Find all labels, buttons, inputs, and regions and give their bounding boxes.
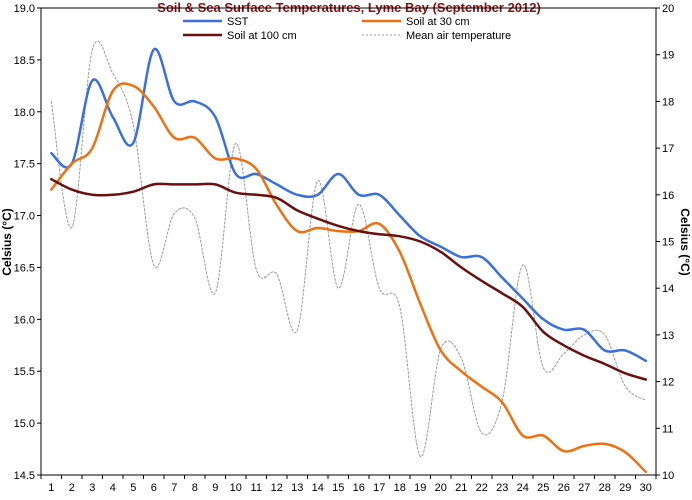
left-tick-label: 17.5 xyxy=(14,159,35,171)
left-tick-label: 16.5 xyxy=(14,262,35,274)
x-tick-label: 23 xyxy=(496,482,508,494)
right-tick-label: 12 xyxy=(662,377,674,389)
x-tick-label: 22 xyxy=(476,482,488,494)
right-axis: 10 11 12 13 14 15 16 17 18 19 20 xyxy=(656,3,674,482)
x-tick-label: 10 xyxy=(230,482,242,494)
x-tick-label: 19 xyxy=(414,482,426,494)
right-tick-label: 18 xyxy=(662,96,674,108)
x-tick-label: 17 xyxy=(373,482,385,494)
legend-label-soil-30: Soil at 30 cm xyxy=(406,16,470,28)
x-tick-label: 12 xyxy=(271,482,283,494)
legend-label-soil-100: Soil at 100 cm xyxy=(227,30,297,42)
x-tick-label: 20 xyxy=(435,482,447,494)
left-tick-label: 18.0 xyxy=(14,107,35,119)
right-tick-label: 14 xyxy=(662,283,674,295)
x-tick-label: 13 xyxy=(291,482,303,494)
left-tick-label: 17.0 xyxy=(14,211,35,223)
x-tick-label: 28 xyxy=(599,482,611,494)
x-tick-label: 21 xyxy=(455,482,467,494)
legend-label-sst: SST xyxy=(227,16,249,28)
right-tick-label: 11 xyxy=(662,423,673,435)
series-line-air xyxy=(50,40,647,457)
series-line-sst xyxy=(50,47,648,363)
x-tick-label: 16 xyxy=(353,482,365,494)
x-tick-label: 4 xyxy=(110,482,116,494)
x-tick-label: 14 xyxy=(312,482,324,494)
right-tick-label: 17 xyxy=(662,143,674,155)
x-tick-label: 27 xyxy=(578,482,590,494)
left-tick-label: 15.5 xyxy=(14,366,35,378)
left-axis: 14.5 15.0 15.5 16.0 16.5 17.0 17.5 18.0 18.5 19.0 xyxy=(14,3,41,482)
y-axis-title-left: Celsius (°C) xyxy=(0,208,14,275)
series-line-soil-100 xyxy=(50,177,648,381)
left-tick-label: 18.5 xyxy=(14,55,35,67)
x-tick-label: 26 xyxy=(558,482,570,494)
x-axis: 1 2 3 4 5 6 7 8 9 10 11 12 13 14 15 16 17 18 19 20 21 22 23 24 2… xyxy=(40,475,657,494)
plot-area xyxy=(40,7,657,476)
x-tick-label: 5 xyxy=(130,482,136,494)
right-tick-label: 10 xyxy=(662,470,674,482)
left-tick-label: 16.0 xyxy=(14,314,35,326)
x-tick-label: 6 xyxy=(151,482,157,494)
x-tick-label: 29 xyxy=(619,482,631,494)
legend: SST Soil at 30 cm Soil at 100 cm Mean ai… xyxy=(183,16,511,42)
x-tick-label: 9 xyxy=(212,482,218,494)
right-tick-label: 20 xyxy=(662,3,674,15)
left-tick-label: 19.0 xyxy=(14,3,35,15)
series-layer xyxy=(50,40,648,474)
legend-label-air: Mean air temperature xyxy=(406,30,511,42)
right-tick-label: 15 xyxy=(662,237,674,249)
x-tick-label: 24 xyxy=(517,482,529,494)
left-tick-label: 15.0 xyxy=(14,418,35,430)
x-tick-label: 25 xyxy=(537,482,549,494)
left-tick-label: 14.5 xyxy=(14,470,35,482)
x-tick-label: 2 xyxy=(69,482,75,494)
plot-frame xyxy=(40,7,657,476)
series-line-soil-30 xyxy=(50,82,648,474)
x-tick-label: 30 xyxy=(640,482,652,494)
y-axis-title-right: Celsius (°C) xyxy=(678,208,692,275)
x-tick-label: 3 xyxy=(89,482,95,494)
x-tick-label: 15 xyxy=(332,482,344,494)
right-tick-label: 16 xyxy=(662,190,674,202)
x-tick-label: 18 xyxy=(394,482,406,494)
x-tick-label: 11 xyxy=(251,482,262,494)
x-tick-label: 8 xyxy=(192,482,198,494)
x-tick-label: 7 xyxy=(171,482,177,494)
right-tick-label: 13 xyxy=(662,330,674,342)
right-tick-label: 19 xyxy=(662,50,674,62)
x-tick-label: 1 xyxy=(48,482,54,494)
